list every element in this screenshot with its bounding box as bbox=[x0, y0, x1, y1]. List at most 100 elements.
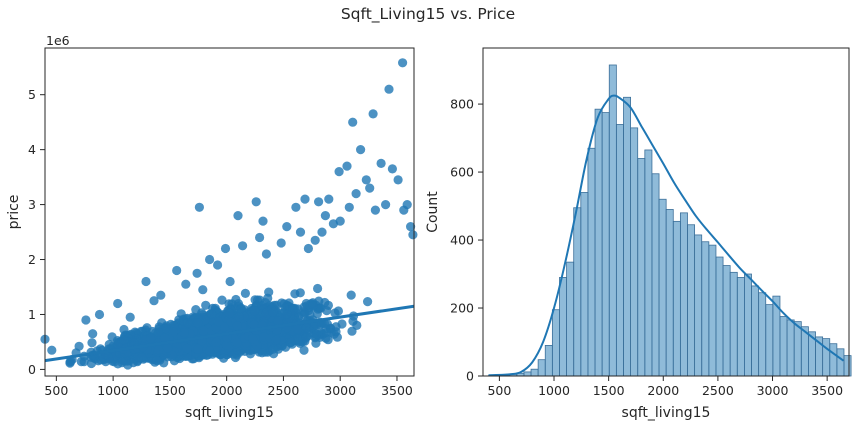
scatter-point bbox=[198, 326, 209, 336]
histogram-bar bbox=[566, 261, 575, 377]
scatter-point bbox=[222, 340, 232, 350]
histogram-x-tick-label: 500 bbox=[487, 383, 511, 398]
histogram-bar bbox=[601, 112, 610, 377]
scatter-point bbox=[178, 316, 188, 326]
scatter-y-tick-label: 1 bbox=[28, 307, 36, 322]
histogram-x-tick-label: 2000 bbox=[647, 383, 679, 398]
scatter-x-tick-label: 500 bbox=[44, 383, 68, 398]
histogram-bar bbox=[644, 149, 653, 377]
scatter-point bbox=[316, 303, 326, 313]
scatter-point bbox=[251, 197, 261, 207]
histogram-panel: 500 1000 1500 2000 2500 3000 3500 0 200 400 600 80… bbox=[425, 47, 852, 421]
scatter-point bbox=[205, 254, 215, 265]
scatter-y-axis-label: price bbox=[6, 195, 22, 230]
scatter-y-tick-label: 5 bbox=[28, 87, 36, 102]
histogram-bar bbox=[744, 273, 752, 377]
scatter-point bbox=[113, 298, 123, 309]
histogram-bar bbox=[573, 207, 582, 377]
scatter-point bbox=[249, 320, 259, 330]
scatter-point bbox=[167, 350, 177, 360]
scatter-point bbox=[293, 304, 303, 314]
histogram-y-tick-label: 800 bbox=[450, 97, 474, 112]
scatter-point bbox=[300, 194, 310, 204]
scatter-point bbox=[335, 216, 345, 226]
scatter-point bbox=[236, 304, 246, 314]
scatter-x-tick-label: 3000 bbox=[324, 383, 356, 398]
histogram-bar bbox=[822, 338, 831, 377]
scatter-point bbox=[323, 300, 333, 310]
histogram-bar bbox=[779, 316, 788, 377]
scatter-point bbox=[282, 309, 292, 319]
scatter-point bbox=[219, 353, 229, 363]
scatter-point bbox=[182, 343, 192, 354]
scatter-point bbox=[220, 243, 231, 254]
scatter-point bbox=[273, 344, 283, 354]
scatter-point bbox=[292, 324, 302, 334]
histogram-bar bbox=[658, 198, 667, 377]
scatter-point bbox=[234, 312, 244, 322]
scatter-point bbox=[351, 189, 361, 199]
histogram-axes-frame bbox=[482, 47, 850, 377]
histogram-y-axis-label: Count bbox=[425, 191, 441, 233]
scatter-point bbox=[344, 202, 354, 212]
scatter-point bbox=[88, 329, 98, 339]
histogram-x-tick-label: 1000 bbox=[538, 383, 570, 398]
scatter-point bbox=[76, 357, 86, 367]
scatter-point bbox=[137, 353, 147, 363]
scatter-point bbox=[162, 343, 173, 353]
regression-line bbox=[44, 304, 415, 363]
scatter-point bbox=[94, 309, 105, 320]
histogram-bar bbox=[758, 292, 767, 377]
scatter-dense-cloud-layer bbox=[65, 283, 373, 370]
scatter-point bbox=[181, 279, 191, 289]
scatter-y-tick-label: 2 bbox=[28, 252, 36, 267]
scatter-point bbox=[282, 222, 292, 232]
scatter-point bbox=[293, 334, 303, 344]
scatter-point bbox=[264, 287, 274, 297]
scatter-point bbox=[370, 205, 380, 215]
scatter-point bbox=[291, 202, 301, 212]
scatter-point bbox=[231, 294, 241, 305]
scatter-point bbox=[225, 276, 235, 287]
scatter-point bbox=[213, 260, 223, 270]
histogram-bar bbox=[829, 343, 838, 377]
scatter-point bbox=[194, 202, 204, 212]
scatter-point bbox=[406, 222, 416, 232]
histogram-bar bbox=[793, 321, 802, 377]
histogram-bar bbox=[701, 241, 710, 377]
histogram-bar bbox=[523, 371, 532, 377]
scatter-x-tick-label: 3500 bbox=[381, 383, 413, 398]
scatter-point bbox=[248, 334, 258, 344]
scatter-point bbox=[74, 341, 84, 351]
histogram-bar bbox=[544, 345, 553, 377]
scatter-point bbox=[141, 276, 151, 287]
scatter-point bbox=[308, 300, 318, 311]
histogram-x-tick-label: 1500 bbox=[593, 383, 625, 398]
histogram-bar bbox=[672, 220, 681, 377]
scatter-x-tick-label: 1500 bbox=[154, 383, 186, 398]
scatter-point bbox=[330, 308, 340, 318]
scatter-point bbox=[200, 315, 210, 325]
histogram-bar bbox=[765, 304, 774, 377]
scatter-point bbox=[361, 175, 371, 185]
histogram-bar bbox=[580, 192, 589, 377]
scatter-y-tick-label: 4 bbox=[28, 142, 36, 157]
scatter-point bbox=[153, 327, 164, 337]
histogram-bar bbox=[751, 285, 760, 377]
scatter-point bbox=[219, 322, 229, 332]
scatter-point bbox=[323, 335, 333, 345]
histogram-bar bbox=[679, 212, 688, 377]
scatter-point bbox=[273, 316, 283, 326]
scatter-point bbox=[393, 175, 403, 185]
histogram-bar bbox=[736, 277, 745, 377]
scatter-point bbox=[161, 323, 171, 334]
scatter-point bbox=[47, 345, 57, 355]
scatter-point bbox=[334, 167, 344, 177]
scatter-point bbox=[249, 306, 260, 316]
scatter-point bbox=[387, 164, 397, 174]
scatter-x-axis-ticks: 500 1000 1500 2000 2500 3000 3500 bbox=[44, 376, 413, 398]
histogram-bar bbox=[630, 127, 639, 377]
scatter-point bbox=[233, 211, 243, 221]
scatter-point bbox=[198, 285, 208, 295]
scatter-point bbox=[329, 329, 339, 339]
